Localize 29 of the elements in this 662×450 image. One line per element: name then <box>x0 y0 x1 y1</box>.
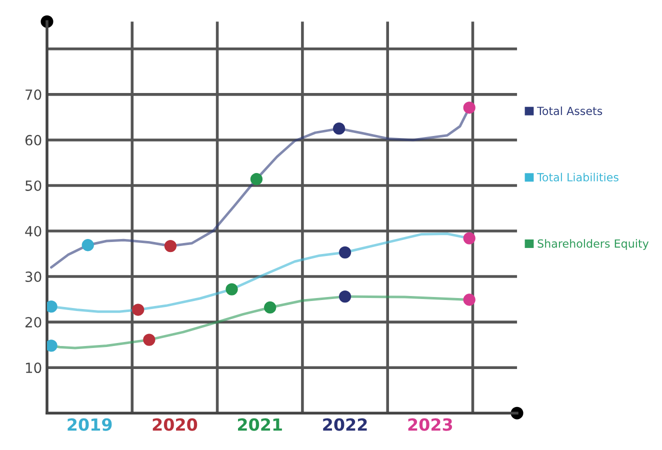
x-tick-label: 2023 <box>408 418 452 431</box>
point <box>47 300 58 313</box>
x-tick-label: 2020 <box>152 418 198 431</box>
legend-label: Total Assets <box>536 106 602 116</box>
point <box>250 173 263 186</box>
y-tick-label: 40 <box>25 226 42 236</box>
point <box>264 301 276 314</box>
legend-label: Shareholders Equity <box>538 239 649 250</box>
point <box>463 294 476 306</box>
point <box>338 246 352 258</box>
point <box>47 340 58 352</box>
point <box>164 240 177 252</box>
point <box>463 232 476 244</box>
point <box>143 334 156 346</box>
legend-label: Total Liabilities <box>536 172 618 182</box>
point <box>463 102 476 114</box>
x-tick-label: 2019 <box>68 418 112 431</box>
y-tick-label: 30 <box>26 272 42 282</box>
x-tick-label: 2022 <box>323 418 367 431</box>
point <box>338 290 352 303</box>
x-tick-label: 2021 <box>238 418 282 431</box>
y-tick-label: 50 <box>26 180 42 191</box>
y-tick-label: 60 <box>25 134 42 146</box>
point <box>332 122 346 135</box>
point <box>132 304 144 316</box>
y-tick-label: 20 <box>25 317 42 328</box>
y-tick-label: 10 <box>26 362 42 374</box>
y-tick-label: 70 <box>26 89 42 100</box>
point <box>226 283 238 296</box>
